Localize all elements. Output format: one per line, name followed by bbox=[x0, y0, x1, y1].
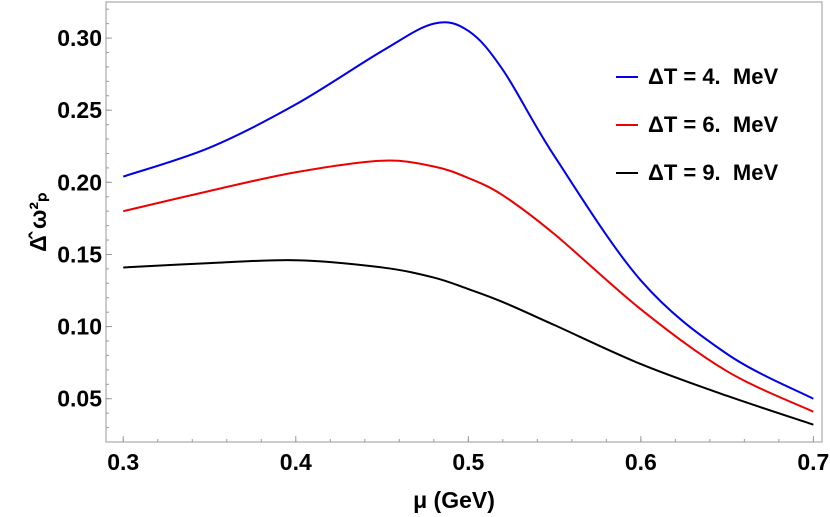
x-tick-label: 0.7 bbox=[797, 449, 829, 475]
x-tick-label: 0.6 bbox=[625, 449, 657, 475]
legend-label-2: ΔT = 6. MeV bbox=[648, 112, 778, 137]
y-tick-label: 0.10 bbox=[57, 314, 102, 340]
series-lines bbox=[122, 21, 814, 426]
y-tick-label: 0.15 bbox=[57, 241, 102, 267]
x-tick-label: 0.5 bbox=[452, 449, 484, 475]
x-tick-label: 0.4 bbox=[280, 449, 312, 475]
y-tick-label: 0.05 bbox=[57, 386, 102, 412]
legend: ΔT = 4. MeV ΔT = 6. MeV ΔT = 9. MeV bbox=[616, 64, 778, 185]
x-axis-title: μ (GeV) bbox=[413, 487, 495, 513]
y-tick-label: 0.20 bbox=[57, 169, 102, 195]
series-line-2 bbox=[123, 159, 814, 413]
legend-label-3: ΔT = 9. MeV bbox=[648, 160, 778, 185]
series-line-3 bbox=[123, 259, 814, 426]
plot-frame bbox=[105, 1, 823, 443]
legend-label-1: ΔT = 4. MeV bbox=[648, 64, 778, 89]
x-tick-label: 0.3 bbox=[107, 449, 139, 475]
y-tick-label: 0.30 bbox=[57, 25, 102, 51]
y-tick-label: 0.25 bbox=[57, 97, 102, 123]
series-line-1 bbox=[122, 21, 814, 400]
y-axis-title: Δ̂ ω²ₚ bbox=[25, 192, 51, 252]
x-axis: 0.3 0.4 0.5 0.6 0.7 bbox=[107, 436, 829, 475]
y-axis: 0.05 0.10 0.15 0.20 0.25 0.30 bbox=[57, 8, 112, 429]
